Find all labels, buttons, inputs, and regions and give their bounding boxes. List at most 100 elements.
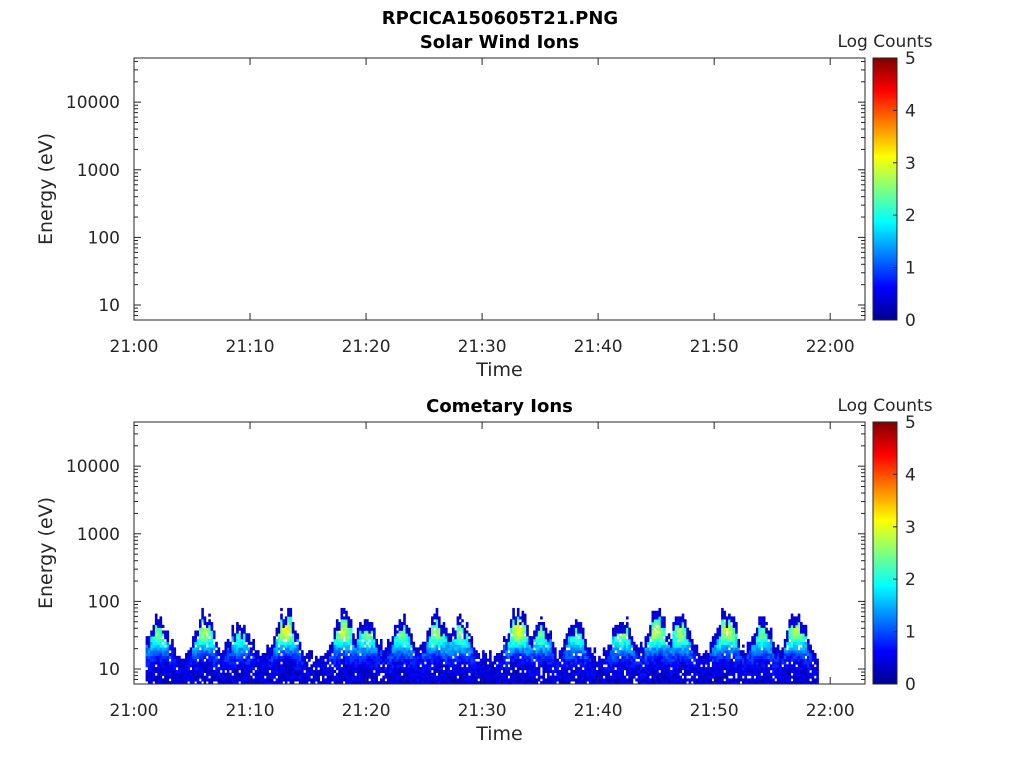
spectrogram-cell — [238, 667, 242, 671]
spectrogram-cell — [171, 638, 174, 643]
spectrogram-cell — [806, 664, 810, 668]
spectrogram-cell — [509, 667, 513, 671]
spectrogram-cell — [509, 624, 513, 628]
spectrogram-cell — [644, 672, 648, 676]
spectrogram-cell — [198, 644, 202, 648]
spectrogram-cell — [472, 661, 476, 665]
spectrogram-cell — [226, 661, 230, 665]
spectrogram-cell — [354, 644, 358, 648]
spectrogram-cell — [326, 655, 330, 659]
spectrogram-cell — [772, 669, 775, 674]
spectrogram-cell — [435, 630, 439, 634]
spectrogram-cell — [595, 669, 599, 674]
spectrogram-cell — [623, 655, 627, 659]
spectrogram-cell — [795, 627, 798, 631]
spectrogram-cell — [400, 661, 404, 665]
spectrogram-cell — [240, 636, 244, 640]
spectrogram-cell — [595, 664, 599, 668]
spectrogram-cell — [333, 647, 337, 651]
spectrogram-cell — [528, 647, 532, 651]
spectrogram-cell — [356, 653, 360, 657]
spectrogram-cell — [762, 675, 766, 679]
spectrogram-cell — [683, 638, 687, 643]
spectrogram-cell — [386, 669, 390, 674]
spectrogram-cell — [625, 616, 629, 620]
spectrogram-cell — [245, 681, 249, 685]
spectrogram-cell — [769, 650, 773, 654]
spectrogram-cell — [147, 681, 151, 685]
spectrogram-cell — [567, 672, 571, 676]
spectrogram-cell — [542, 638, 546, 643]
spectrogram-cell — [695, 661, 699, 665]
spectrogram-cell — [391, 667, 395, 671]
spectrogram-cell — [405, 661, 409, 665]
spectrogram-cell — [458, 627, 462, 631]
spectrogram-cell — [774, 675, 778, 679]
spectrogram-cell — [328, 669, 332, 674]
spectrogram-cell — [500, 678, 504, 682]
spectrogram-cell — [806, 669, 810, 674]
spectrogram-cell — [737, 681, 740, 685]
spectrogram-cell — [166, 658, 170, 662]
spectrogram-cell — [765, 675, 768, 679]
spectrogram-cell — [342, 675, 346, 679]
spectrogram-cell — [438, 633, 441, 637]
spectrogram-cell — [707, 661, 710, 665]
spectrogram-cell — [150, 667, 153, 671]
spectrogram-cell — [194, 667, 197, 671]
spectrogram-cell — [593, 681, 597, 685]
spectrogram-cell — [779, 667, 782, 671]
spectrogram-cell — [672, 650, 676, 654]
spectrogram-cell — [243, 658, 246, 662]
spectrogram-cell — [359, 647, 362, 651]
spectrogram-cell — [164, 675, 167, 679]
spectrogram-cell — [565, 636, 569, 640]
spectrogram-cell — [454, 664, 457, 668]
spectrogram-cell — [342, 650, 346, 654]
spectrogram-cell — [224, 672, 228, 676]
spectrogram-cell — [245, 672, 249, 676]
spectrogram-cell — [723, 622, 727, 626]
spectrogram-cell — [714, 650, 717, 654]
spectrogram-cell — [688, 644, 692, 648]
spectrogram-cell — [496, 669, 499, 674]
spectrogram-cell — [303, 661, 307, 665]
spectrogram-cell — [616, 672, 620, 676]
spectrogram-cell — [809, 672, 812, 676]
spectrogram-cell — [802, 638, 805, 643]
spectrogram-cell — [672, 638, 676, 643]
spectrogram-cell — [709, 667, 713, 671]
spectrogram-cell — [672, 633, 676, 637]
spectrogram-cell — [236, 681, 239, 685]
spectrogram-cell — [175, 669, 179, 674]
spectrogram-cell — [291, 641, 295, 645]
spectrogram-cell — [363, 661, 367, 665]
spectrogram-cell — [695, 669, 699, 674]
spectrogram-cell — [600, 664, 604, 668]
spectrogram-cell — [769, 638, 773, 643]
spectrogram-cell — [616, 647, 620, 651]
spectrogram-cell — [182, 672, 186, 676]
spectrogram-cell — [454, 655, 457, 659]
spectrogram-cell — [537, 675, 541, 679]
spectrogram-cell — [639, 644, 643, 648]
spectrogram-cell — [270, 681, 274, 685]
spectrogram-cell — [438, 675, 441, 679]
spectrogram-cell — [586, 647, 590, 651]
spectrogram-cell — [681, 681, 685, 685]
spectrogram-cell — [765, 669, 768, 674]
spectrogram-cell — [361, 655, 365, 659]
spectrogram-cell — [663, 678, 666, 682]
spectrogram-cell — [277, 647, 281, 651]
spectrogram-cell — [758, 661, 761, 665]
spectrogram-cell — [728, 653, 731, 657]
spectrogram-cell — [697, 678, 701, 682]
spectrogram-cell — [718, 664, 722, 668]
spectrogram-cell — [714, 641, 717, 645]
spectrogram-cell — [428, 681, 432, 685]
spectrogram-cell — [623, 633, 627, 637]
spectrogram-cell — [658, 681, 662, 685]
spectrogram-cell — [695, 667, 699, 671]
spectrogram-cell — [238, 658, 242, 662]
spectrogram-cell — [683, 669, 687, 674]
